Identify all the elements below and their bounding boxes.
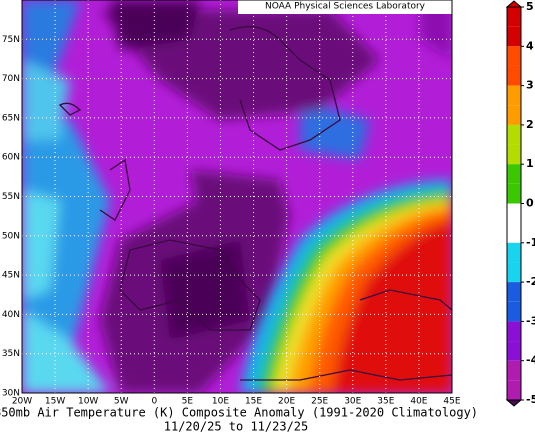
lat-label: 50N (2, 231, 20, 241)
colorbar-label: 1 (526, 157, 534, 170)
lon-label: 0 (151, 397, 157, 407)
lon-label: 5E (182, 397, 194, 407)
colorbar-label: 5 (526, 0, 534, 13)
lat-label: 65N (2, 113, 20, 123)
colorbar-label: 2 (526, 118, 534, 131)
map-field (22, 0, 452, 393)
colorbar-box (507, 164, 521, 184)
colorbar-label: -2 (526, 275, 535, 288)
colorbar-box (507, 46, 521, 66)
colorbar-cap (505, 399, 523, 407)
colorbar-label: -3 (526, 314, 535, 327)
credit: NOAA Physical Sciences Laboratory (265, 2, 426, 12)
colorbar-box (507, 203, 521, 224)
caption-title: 850mb Air Temperature (K) Composite Anom… (0, 406, 478, 420)
colorbar-box (507, 26, 521, 47)
colorbar-box (507, 65, 521, 86)
colorbar: 5 4 3 2 1 0 -1 -2 -3 -4 -5 (505, 0, 535, 407)
colorbar-box (507, 7, 521, 27)
lat-label: 75N (2, 35, 20, 45)
colorbar-label: -4 (526, 354, 535, 367)
colorbar-box (507, 262, 521, 283)
lat-label: 30N (2, 389, 20, 399)
colorbar-box (507, 341, 521, 361)
colorbar-box (507, 223, 521, 243)
lat-label: 55N (2, 192, 20, 202)
lon-label: 15W (45, 397, 65, 407)
colorbar-box (507, 124, 521, 145)
colorbar-box (507, 321, 521, 342)
grid (22, 0, 452, 393)
caption-dates: 11/20/25 to 11/23/25 (164, 420, 309, 434)
lon-label: 45E (443, 397, 460, 407)
lat-label: 35N (2, 349, 20, 359)
map-frame (21, 0, 453, 394)
colorbar-box (507, 183, 521, 204)
lat-label: 60N (2, 153, 20, 163)
colorbar-box (507, 282, 521, 302)
lon-label: 25E (311, 397, 328, 407)
lon-label: 15E (245, 397, 262, 407)
lat-label: 40N (2, 310, 20, 320)
colorbar-box (507, 301, 521, 322)
lon-label: 20E (278, 397, 295, 407)
lon-label: 30E (344, 397, 361, 407)
colorbar-box (507, 105, 521, 125)
colorbar-box (507, 360, 521, 381)
colorbar-label: -5 (526, 393, 535, 406)
colorbar-label: -1 (526, 236, 535, 249)
lon-label: 35E (377, 397, 394, 407)
lat-label: 70N (2, 74, 20, 84)
lon-label: 10W (78, 397, 98, 407)
colorbar-box (507, 242, 521, 263)
lon-label: 20W (12, 397, 32, 407)
colorbar-label: 4 (526, 39, 534, 52)
colorbar-box (507, 380, 521, 400)
colorbar-box (507, 144, 521, 165)
lat-label: 45N (2, 271, 20, 281)
colorbar-label: 0 (526, 197, 534, 210)
lon-label: 10E (212, 397, 229, 407)
lon-label: 40E (410, 397, 427, 407)
colorbar-label: 3 (526, 79, 534, 92)
colorbar-box (507, 85, 521, 106)
lon-label: 5W (114, 397, 129, 407)
colorbar-cap (505, 0, 523, 8)
